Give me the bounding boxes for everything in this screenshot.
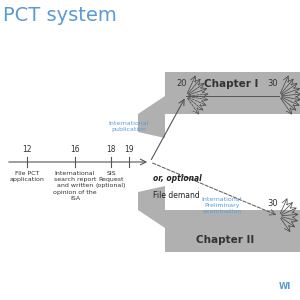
Text: Chapter I: Chapter I <box>204 79 258 89</box>
Text: 18: 18 <box>106 146 116 154</box>
Text: 12: 12 <box>22 146 32 154</box>
Text: File demand: File demand <box>153 190 200 200</box>
Polygon shape <box>138 186 300 252</box>
Text: International
Preliminary
examination: International Preliminary examination <box>202 197 242 214</box>
Text: 30: 30 <box>268 200 278 208</box>
Text: Chapter II: Chapter II <box>196 235 254 245</box>
Text: International
search report
and written
opinion of the
ISA: International search report and written … <box>53 171 97 201</box>
Text: 19: 19 <box>124 146 134 154</box>
Text: SIS
Request
(optional): SIS Request (optional) <box>96 171 126 188</box>
Text: 30: 30 <box>268 80 278 88</box>
Text: 20: 20 <box>176 80 187 88</box>
Text: 16: 16 <box>70 146 80 154</box>
Text: or, optional: or, optional <box>153 174 202 183</box>
Text: PCT system: PCT system <box>3 6 117 25</box>
Text: International
publication: International publication <box>109 121 149 132</box>
Text: WI: WI <box>279 282 291 291</box>
Text: File PCT
application: File PCT application <box>10 171 44 182</box>
Polygon shape <box>138 72 300 138</box>
